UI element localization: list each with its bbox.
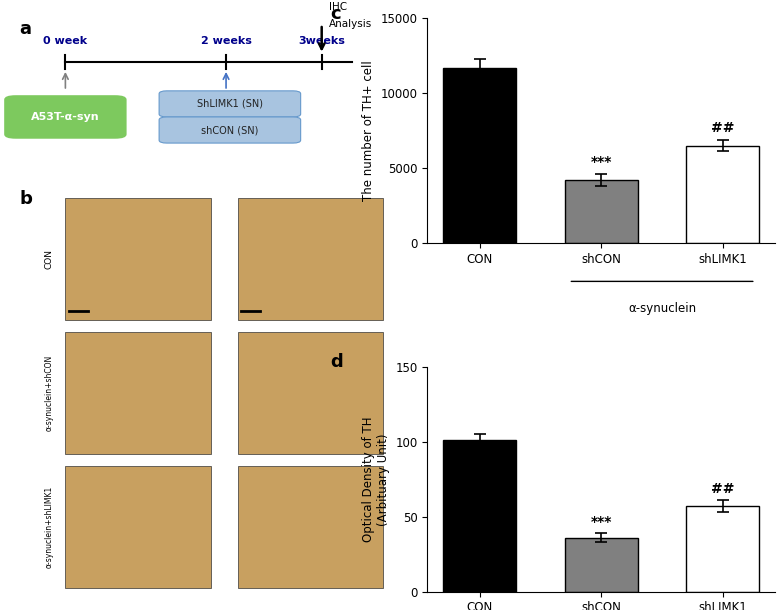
- Text: A53T-α-syn: A53T-α-syn: [31, 112, 99, 122]
- Bar: [443, 440, 516, 592]
- Bar: [66, 332, 211, 454]
- FancyBboxPatch shape: [159, 117, 301, 143]
- Text: b: b: [20, 190, 32, 207]
- Text: ***: ***: [590, 515, 612, 529]
- Text: d: d: [330, 353, 343, 371]
- Y-axis label: Optical Density of TH
(Arbituary Unit): Optical Density of TH (Arbituary Unit): [362, 417, 390, 542]
- Text: 2 weeks: 2 weeks: [200, 37, 251, 46]
- Bar: [237, 332, 383, 454]
- Bar: [565, 180, 638, 243]
- FancyBboxPatch shape: [159, 91, 301, 117]
- Text: CON: CON: [45, 248, 54, 268]
- Text: α-synuclein+shCON: α-synuclein+shCON: [45, 354, 54, 431]
- Text: Analysis: Analysis: [330, 19, 373, 29]
- Text: a: a: [20, 20, 31, 38]
- Bar: [66, 198, 211, 320]
- Bar: [687, 146, 760, 243]
- Bar: [66, 466, 211, 587]
- Text: shCON (SN): shCON (SN): [201, 125, 258, 135]
- Text: α-synuclein+shLIMK1: α-synuclein+shLIMK1: [45, 486, 54, 568]
- FancyBboxPatch shape: [4, 95, 127, 138]
- Text: ##: ##: [711, 482, 734, 496]
- Text: 0 week: 0 week: [43, 37, 88, 46]
- Bar: [687, 506, 760, 592]
- Bar: [237, 198, 383, 320]
- Bar: [565, 538, 638, 592]
- Text: ##: ##: [711, 121, 734, 135]
- Text: α-synuclein: α-synuclein: [628, 301, 696, 315]
- Text: 3weeks: 3weeks: [298, 37, 345, 46]
- Text: ShLIMK1 (SN): ShLIMK1 (SN): [197, 99, 263, 109]
- Text: c: c: [330, 5, 341, 23]
- Text: IHC: IHC: [330, 2, 348, 12]
- Y-axis label: The number of TH+ cell: The number of TH+ cell: [362, 60, 375, 201]
- Text: ***: ***: [590, 155, 612, 169]
- Bar: [443, 68, 516, 243]
- Bar: [237, 466, 383, 587]
